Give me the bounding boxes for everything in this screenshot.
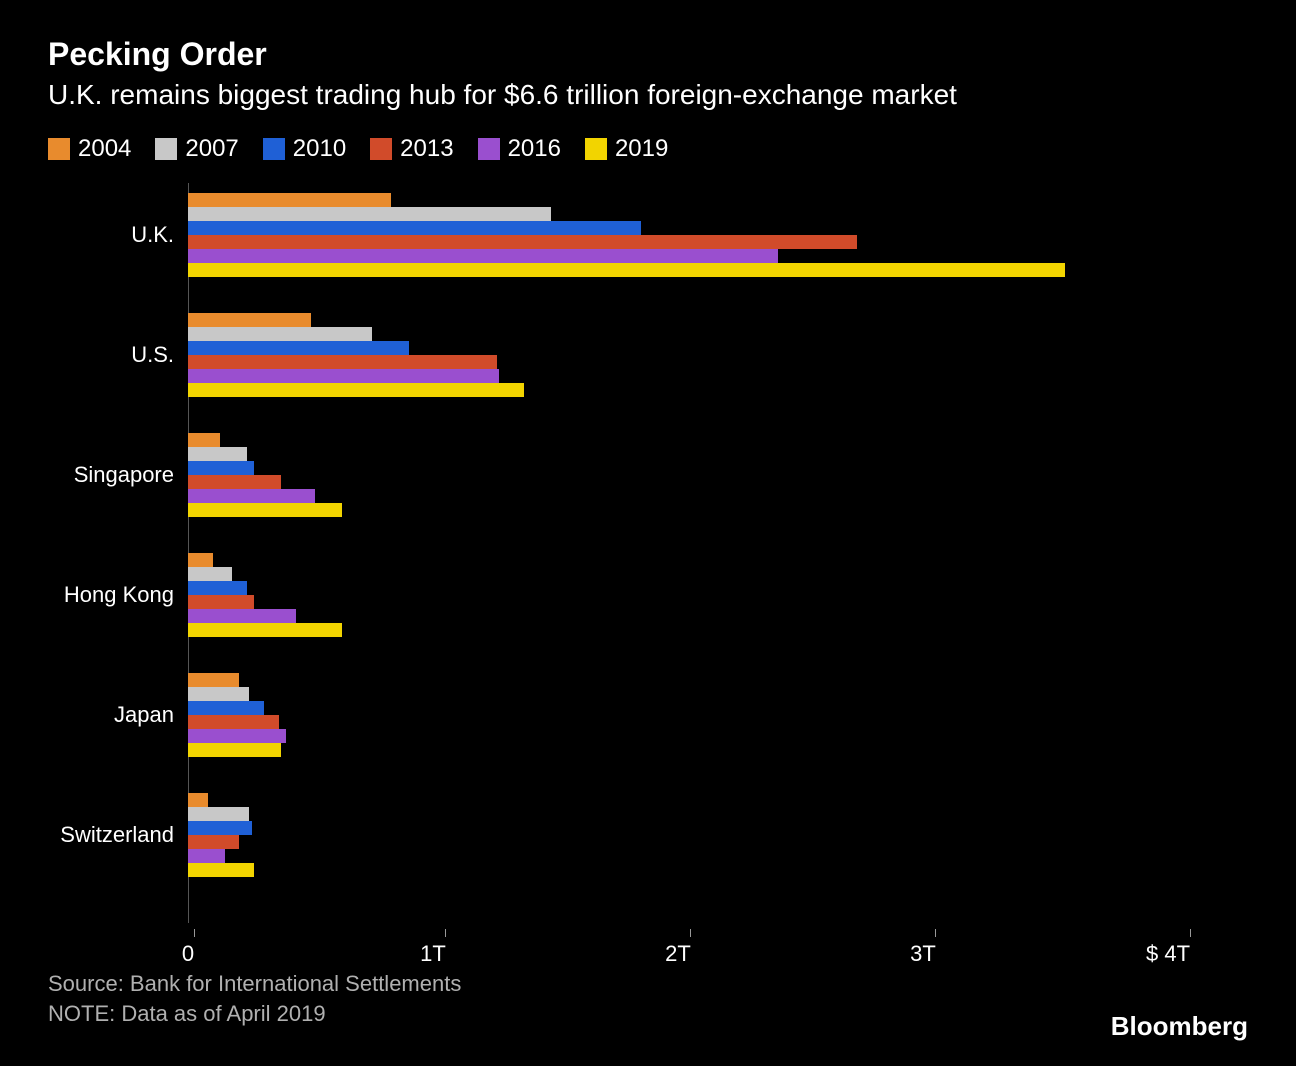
bar [188,609,296,623]
chart-footer: Source: Bank for International Settlemen… [48,969,1248,1028]
bar [188,383,524,397]
x-tick-label: 1T [420,941,446,967]
bar [188,369,499,383]
category-group: Singapore [188,433,1188,517]
category-label: U.S. [131,342,174,368]
x-tick-mark [1190,929,1191,937]
bar [188,729,286,743]
category-group: U.K. [188,193,1188,277]
bar [188,863,254,877]
legend-item: 2010 [263,135,346,163]
bar [188,235,857,249]
legend-label: 2013 [400,135,453,163]
bar [188,743,281,757]
x-tick: 3T [923,929,949,967]
legend: 2004 2007 2010 2013 2016 2019 [48,135,1248,163]
bar [188,715,279,729]
x-tick: $ 4T [1168,929,1212,967]
bar [188,849,225,863]
bar [188,327,372,341]
bar [188,249,778,263]
chart-area: U.K. U.S. Singapore Hong Kong Japan Switzerla… [188,183,1188,953]
source-line: Source: Bank for International Settlemen… [48,969,1248,999]
bar [188,553,213,567]
legend-swatch [155,138,177,160]
bar [188,503,342,517]
bar [188,595,254,609]
bar [188,489,315,503]
bar [188,193,391,207]
bar [188,263,1065,277]
legend-label: 2007 [185,135,238,163]
legend-label: 2010 [293,135,346,163]
x-tick-label: 2T [665,941,691,967]
bar [188,207,551,221]
bar [188,433,220,447]
x-tick: 2T [678,929,704,967]
category-label: Hong Kong [64,582,174,608]
bar [188,793,208,807]
x-tick-mark [194,929,195,937]
x-tick-mark [445,929,446,937]
bar [188,623,342,637]
bar [188,313,311,327]
legend-item: 2013 [370,135,453,163]
category-label: Switzerland [60,822,174,848]
legend-item: 2007 [155,135,238,163]
bar [188,835,239,849]
chart-title: Pecking Order [48,36,1248,73]
bar [188,821,252,835]
category-group: Switzerland [188,793,1188,877]
category-group: Japan [188,673,1188,757]
bar [188,221,641,235]
category-group: Hong Kong [188,553,1188,637]
bar [188,687,249,701]
bar [188,701,264,715]
x-tick-label: $ 4T [1146,941,1190,967]
legend-item: 2004 [48,135,131,163]
bar [188,341,409,355]
x-tick-mark [690,929,691,937]
x-tick-mark [935,929,936,937]
bar [188,447,247,461]
bar [188,567,232,581]
bar [188,673,239,687]
category-label: U.K. [131,222,174,248]
x-tick-label: 0 [182,941,194,967]
legend-swatch [263,138,285,160]
legend-item: 2019 [585,135,668,163]
legend-item: 2016 [478,135,561,163]
x-tick-label: 3T [910,941,936,967]
plot-region: U.K. U.S. Singapore Hong Kong Japan Switzerla… [188,183,1188,923]
bar [188,581,247,595]
note-line: NOTE: Data as of April 2019 [48,999,1248,1029]
legend-swatch [48,138,70,160]
category-label: Singapore [74,462,174,488]
chart-subtitle: U.K. remains biggest trading hub for $6.… [48,79,1248,111]
legend-swatch [478,138,500,160]
legend-label: 2016 [508,135,561,163]
bar [188,807,249,821]
bar [188,355,497,369]
category-group: U.S. [188,313,1188,397]
x-tick: 1T [433,929,459,967]
category-label: Japan [114,702,174,728]
brand-label: Bloomberg [1111,1011,1248,1042]
bar [188,461,254,475]
legend-label: 2004 [78,135,131,163]
bar [188,475,281,489]
x-axis: 01T2T3T$ 4T [188,929,1188,959]
legend-swatch [370,138,392,160]
legend-swatch [585,138,607,160]
x-tick: 0 [188,929,200,967]
legend-label: 2019 [615,135,668,163]
